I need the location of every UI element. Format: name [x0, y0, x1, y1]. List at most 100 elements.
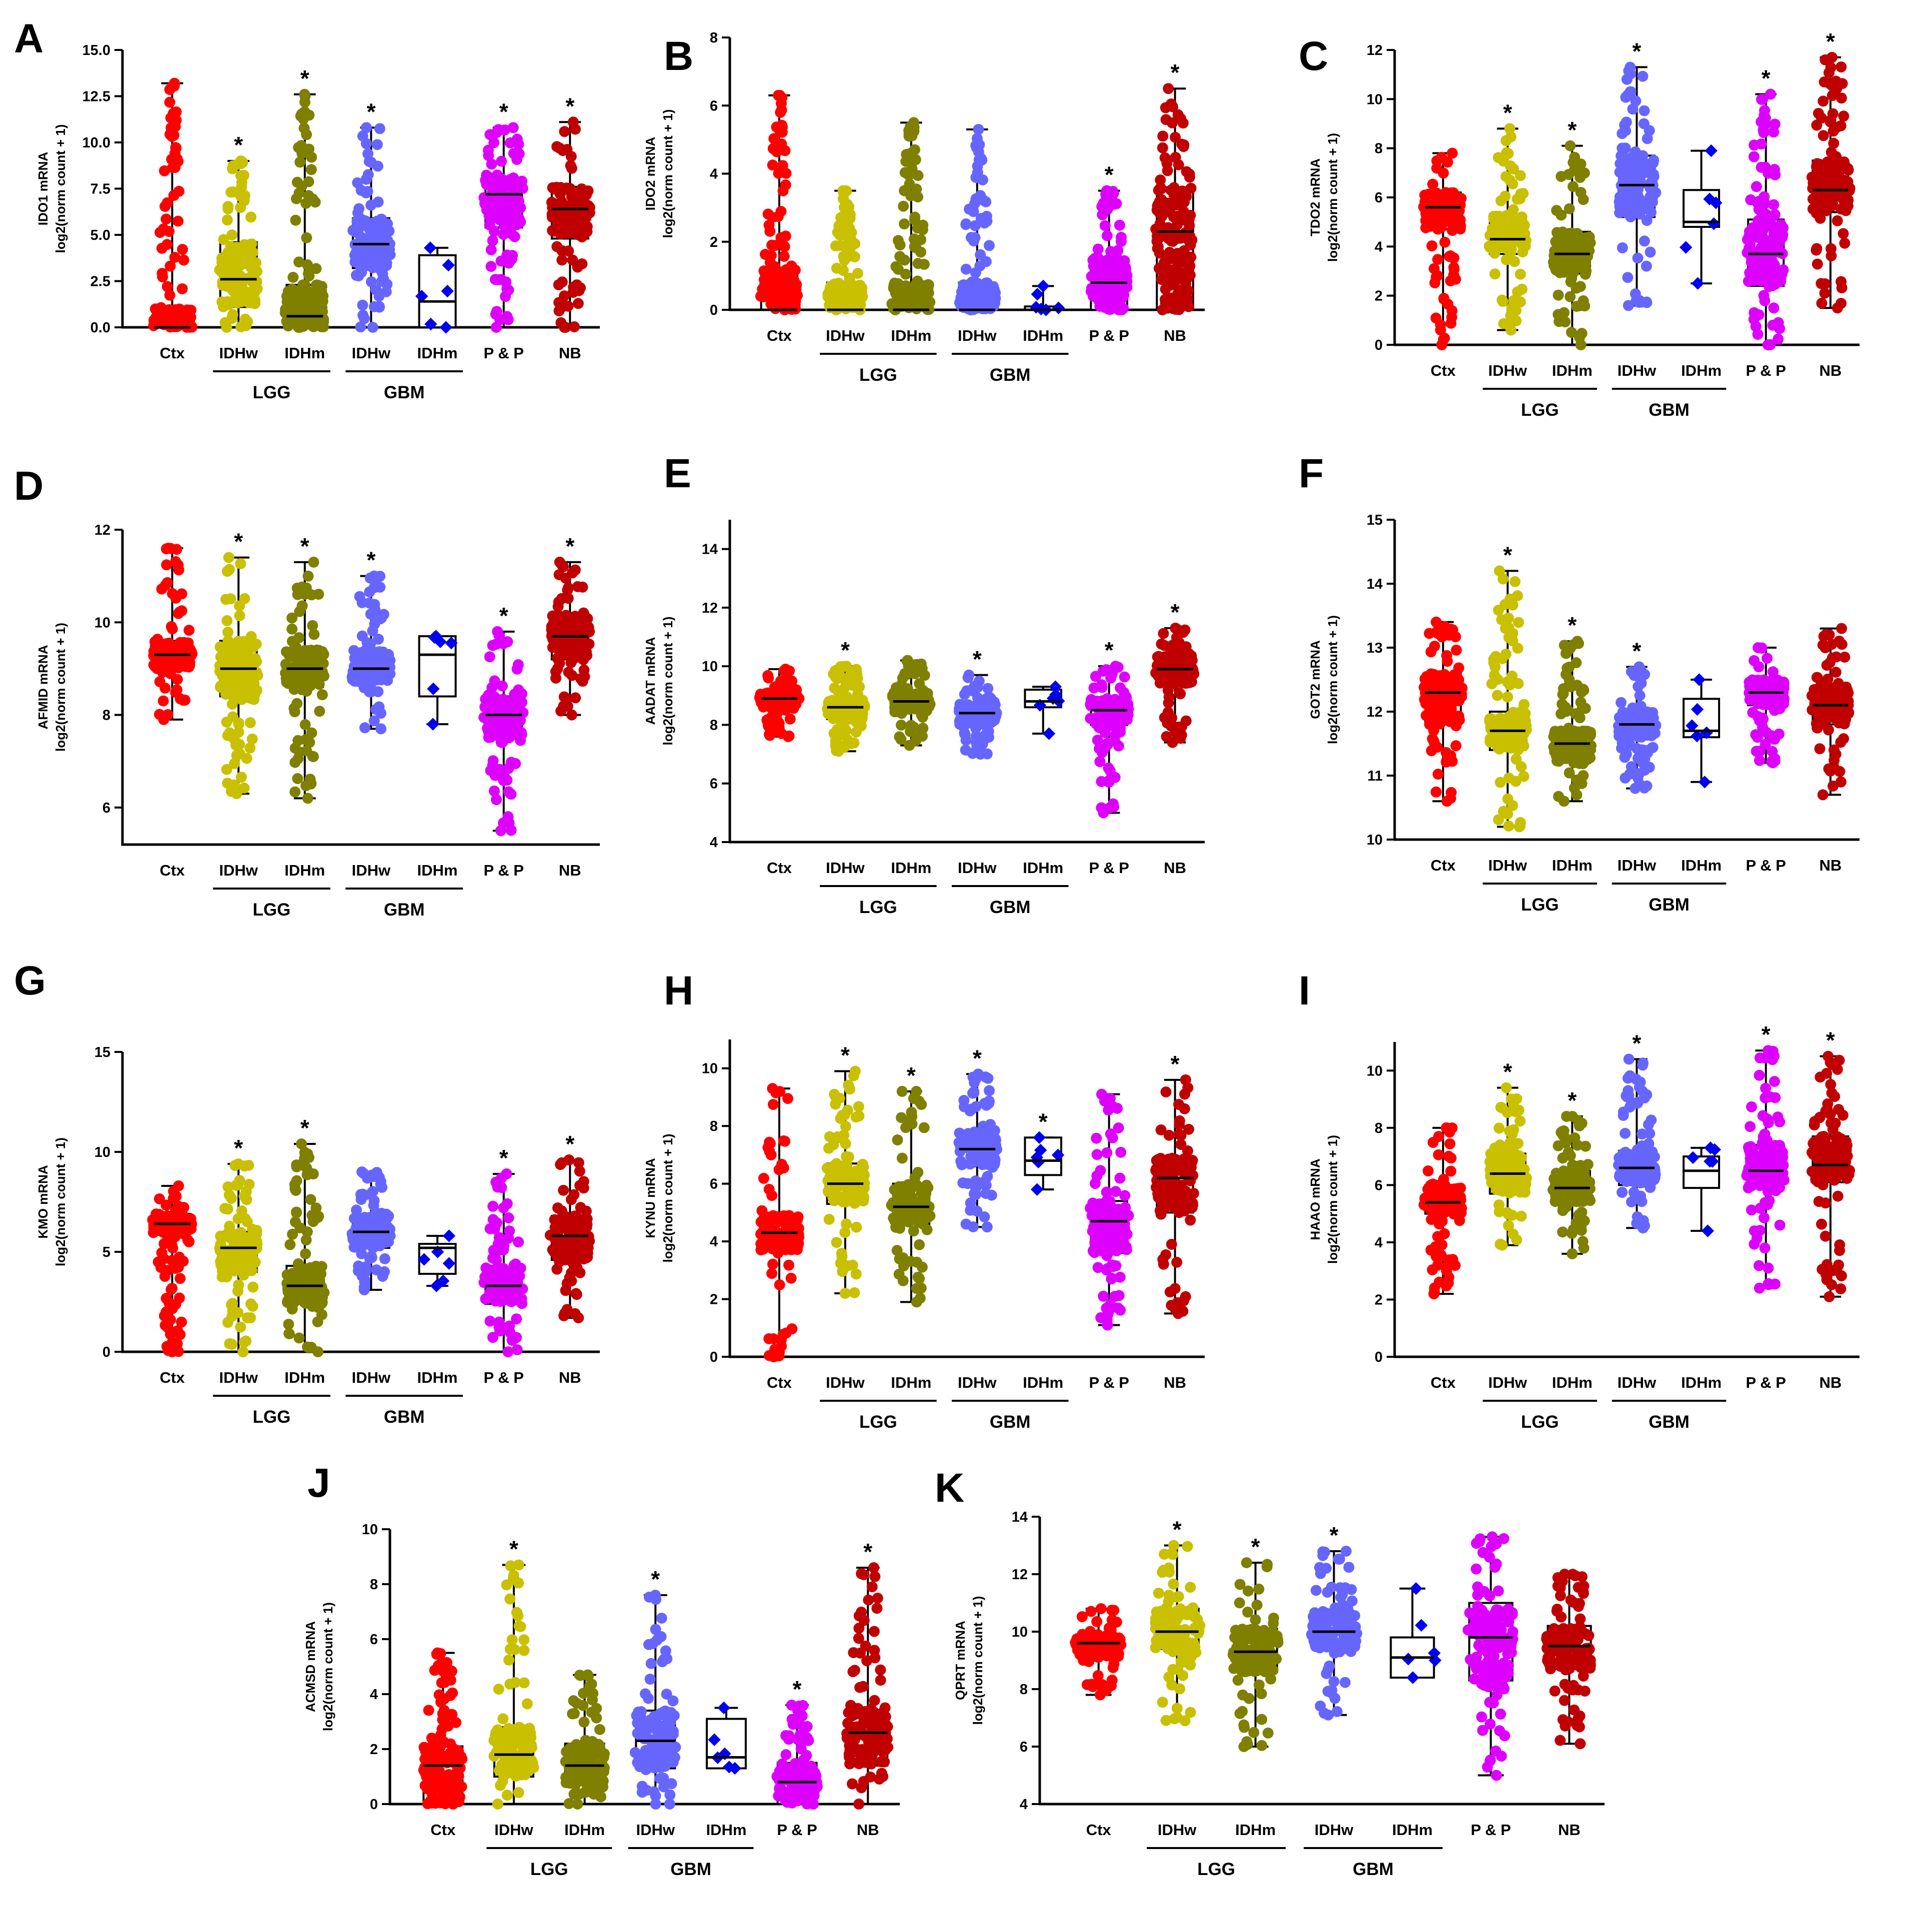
data-point [1571, 282, 1582, 294]
data-point [245, 211, 257, 223]
data-point [1115, 682, 1126, 694]
data-point [1158, 628, 1169, 639]
data-point [1107, 185, 1119, 197]
significance-star: * [1503, 99, 1512, 125]
data-point [1445, 317, 1457, 329]
data-point [1614, 196, 1625, 207]
data-point [1811, 207, 1822, 219]
data-point [495, 255, 507, 267]
data-point [1438, 293, 1450, 305]
data-point [955, 719, 967, 730]
data-point [909, 280, 921, 291]
data-point [1830, 159, 1842, 170]
data-point [293, 187, 305, 199]
data-point [1749, 139, 1760, 151]
data-point [1448, 714, 1459, 725]
data-point [488, 785, 500, 797]
data-point [294, 156, 306, 168]
data-point [974, 282, 986, 293]
data-point [1520, 708, 1531, 719]
category-label: NB [1164, 327, 1186, 344]
data-point [918, 258, 930, 270]
data-point [221, 566, 233, 577]
data-point [484, 651, 495, 663]
significance-star: * [1568, 117, 1577, 143]
data-point [239, 593, 250, 604]
y-tick-label: 15 [1367, 512, 1383, 528]
data-point [1153, 184, 1164, 196]
data-point [163, 226, 175, 237]
data-point [299, 305, 311, 317]
data-point [565, 151, 577, 162]
data-point [231, 158, 243, 170]
series-3: *IDHw [1614, 38, 1662, 379]
data-point [1101, 230, 1113, 241]
data-point [910, 242, 922, 254]
data-point [1178, 206, 1189, 217]
data-point [1183, 285, 1194, 296]
y-tick-label: 10 [1367, 91, 1383, 107]
data-point [1819, 76, 1830, 87]
data-point [1758, 290, 1770, 301]
data-point [559, 648, 570, 660]
data-point [160, 543, 172, 555]
y-tick-label: 2 [1375, 288, 1383, 304]
data-point [973, 123, 984, 135]
data-point [1816, 112, 1827, 124]
data-point [1173, 637, 1185, 648]
data-point [555, 302, 567, 313]
data-point [1515, 296, 1526, 308]
data-point [1160, 283, 1171, 295]
data-point [424, 317, 437, 331]
data-point [516, 729, 527, 740]
data-point [1746, 269, 1757, 281]
significance-star: * [499, 603, 508, 629]
data-point [908, 233, 920, 245]
data-point [487, 755, 499, 767]
series-2: IDHm [886, 117, 936, 344]
data-point [307, 193, 318, 205]
data-point [902, 694, 914, 706]
data-point [1509, 256, 1520, 267]
series-1: *IDHw [214, 132, 263, 362]
data-point [1565, 291, 1576, 302]
group-label: GBM [990, 898, 1031, 917]
y-axis-title: AADAT mRNA [643, 637, 658, 725]
data-point [1121, 270, 1133, 281]
data-point [575, 186, 587, 198]
data-point [1641, 260, 1652, 272]
data-point [375, 219, 387, 231]
data-point [1836, 276, 1847, 287]
data-point [166, 623, 178, 635]
y-tick-label: 5.0 [90, 227, 110, 243]
data-point [294, 606, 305, 617]
data-point [1159, 258, 1170, 270]
data-point [759, 282, 771, 293]
data-point [983, 240, 995, 251]
data-point [1445, 275, 1456, 286]
data-point [493, 630, 505, 641]
data-point [375, 247, 387, 259]
data-point [1175, 113, 1187, 124]
data-point [572, 581, 583, 592]
data-point [372, 634, 384, 645]
data-point [1449, 675, 1460, 687]
category-label: IDHm [1023, 327, 1063, 344]
y-tick-label: 8 [710, 30, 718, 46]
data-point [969, 220, 981, 231]
series-2: *IDHm [280, 533, 329, 879]
data-point [566, 162, 577, 174]
data-point [560, 227, 572, 239]
data-point [154, 227, 166, 238]
data-point [894, 731, 905, 743]
data-point [357, 254, 368, 265]
significance-star: * [366, 98, 375, 124]
data-point [908, 121, 920, 133]
data-point [287, 316, 299, 328]
data-point [912, 222, 923, 234]
series-6: *NB [546, 93, 595, 362]
data-point [1771, 277, 1782, 288]
data-point [1497, 573, 1509, 585]
data-point [835, 240, 846, 251]
